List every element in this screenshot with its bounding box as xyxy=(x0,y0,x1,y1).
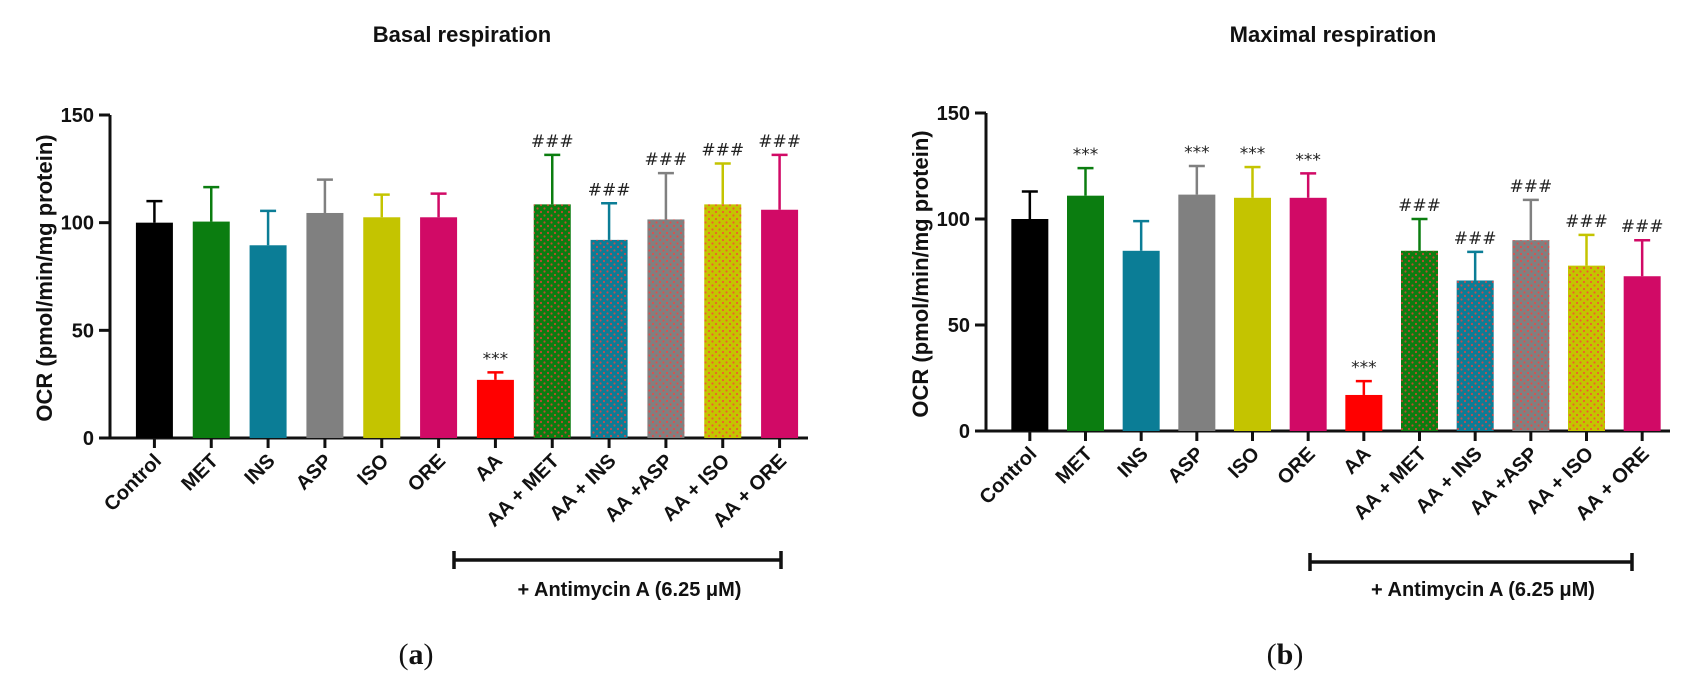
x-tick-label: INS xyxy=(1114,443,1153,482)
y-tick-label: 50 xyxy=(948,315,970,337)
bar xyxy=(1067,195,1104,431)
significance-label: ### xyxy=(588,180,631,200)
significance-label: ### xyxy=(645,150,688,170)
bar xyxy=(1178,194,1216,431)
y-tick-label: 100 xyxy=(61,213,94,235)
bar xyxy=(761,209,799,438)
significance-label: ### xyxy=(1565,212,1608,232)
significance-label: ### xyxy=(1509,177,1552,197)
significance-label: *** xyxy=(1073,145,1099,165)
bar xyxy=(249,245,287,438)
bar xyxy=(363,217,401,438)
significance-label: *** xyxy=(1295,150,1321,170)
bar-pattern xyxy=(1568,265,1605,431)
significance-label: ### xyxy=(1621,217,1664,237)
x-tick-label: AA xyxy=(471,450,507,486)
x-tick-label: Control xyxy=(976,443,1042,509)
bar xyxy=(192,221,230,438)
bar xyxy=(1345,394,1383,431)
bracket-label: + Antimycin A (6.25 μM) xyxy=(518,579,742,601)
bar xyxy=(1234,197,1271,431)
bar xyxy=(1623,276,1661,431)
significance-label: *** xyxy=(1184,143,1210,163)
x-tick-label: MET xyxy=(177,450,222,495)
bar xyxy=(420,217,458,438)
bar-pattern xyxy=(647,219,685,438)
bracket-label: + Antimycin A (6.25 μM) xyxy=(1371,579,1595,601)
x-tick-label: ORE xyxy=(1273,443,1319,489)
x-tick-label: AA xyxy=(1339,443,1375,479)
y-axis-label: OCR (pmol/min/mg protein) xyxy=(908,130,933,417)
bar xyxy=(1122,250,1160,431)
x-tick-label: ORE xyxy=(404,450,450,496)
significance-label: ### xyxy=(1398,196,1441,216)
chart-title: Basal respiration xyxy=(373,22,552,47)
significance-label: *** xyxy=(1351,358,1377,378)
y-tick-label: 150 xyxy=(937,103,970,125)
chart-basal-respiration: Basal respiration OCR (pmol/min/mg prote… xyxy=(32,22,808,671)
y-tick-label: 0 xyxy=(83,428,94,450)
bar-pattern xyxy=(590,239,628,438)
significance-label: *** xyxy=(1240,144,1266,164)
bar-pattern xyxy=(533,204,571,438)
x-tick-label: INS xyxy=(240,450,279,489)
x-tick-label: ISO xyxy=(353,450,393,490)
bar-pattern xyxy=(704,204,742,438)
bar xyxy=(1289,197,1327,431)
panel-label: (a) xyxy=(399,638,434,671)
chart-maximal-respiration: Maximal respiration OCR (pmol/min/mg pro… xyxy=(908,22,1670,671)
significance-label: ### xyxy=(701,140,744,160)
significance-label: *** xyxy=(483,349,509,369)
chart-title: Maximal respiration xyxy=(1230,22,1437,47)
x-tick-label: MET xyxy=(1052,443,1097,488)
x-tick-label: ASP xyxy=(292,450,337,495)
y-tick-label: 100 xyxy=(937,209,970,231)
y-tick-label: 50 xyxy=(72,320,94,342)
significance-label: ### xyxy=(758,132,801,152)
bar xyxy=(306,212,344,438)
bar-pattern xyxy=(1456,280,1494,431)
x-tick-label: ISO xyxy=(1224,443,1264,483)
bar-pattern xyxy=(1512,240,1550,431)
y-tick-label: 0 xyxy=(959,421,970,443)
bar xyxy=(135,222,173,438)
bar xyxy=(476,379,514,438)
significance-label: ### xyxy=(1454,229,1497,249)
y-tick-label: 150 xyxy=(61,105,94,127)
y-axis-label: OCR (pmol/min/mg protein) xyxy=(32,134,57,421)
x-tick-label: Control xyxy=(100,450,166,516)
x-tick-label: ASP xyxy=(1164,443,1209,488)
bar xyxy=(1011,219,1049,431)
panel-label: (b) xyxy=(1267,638,1304,671)
bar-pattern xyxy=(1401,250,1438,431)
significance-label: ### xyxy=(531,132,574,152)
